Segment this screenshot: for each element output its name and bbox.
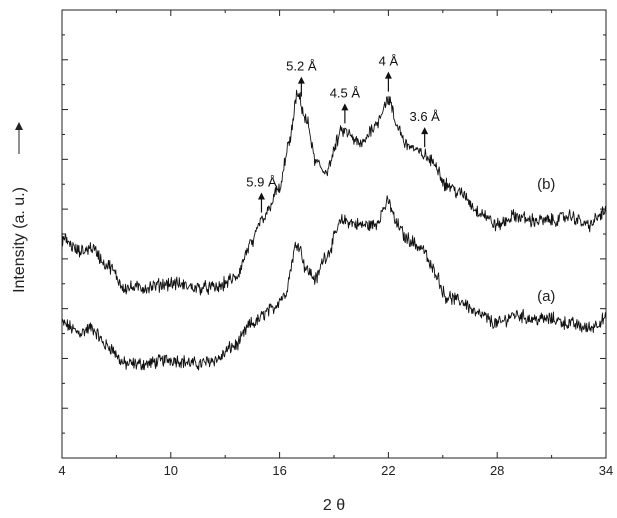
annotation-arrow-head xyxy=(297,76,305,84)
x-tick-label: 28 xyxy=(490,463,504,478)
annotation-arrow-head xyxy=(341,103,349,111)
x-tick-label: 16 xyxy=(272,463,286,478)
x-tick-label: 10 xyxy=(164,463,178,478)
annotation-arrow-head xyxy=(421,127,429,135)
x-axis-title: 2 θ xyxy=(323,497,345,514)
annotation-label: 5.9 Å xyxy=(246,175,277,190)
series-line-b xyxy=(61,89,607,296)
series-label-a: (a) xyxy=(537,288,555,305)
annotation-label: 5.2 Å xyxy=(286,59,317,74)
y-axis-arrow-head xyxy=(15,122,23,130)
y-axis-title: Intensity (a. u.) xyxy=(11,187,28,293)
annotation-label: 4.5 Å xyxy=(330,85,361,100)
plot-frame xyxy=(61,9,607,459)
x-tick-label: 34 xyxy=(599,463,613,478)
x-tick-labels: 4 10 16 22 28 34 xyxy=(58,463,613,478)
x-tick-label: 4 xyxy=(58,463,65,478)
x-tick-label: 22 xyxy=(381,463,395,478)
annotation-label: 4 Å xyxy=(379,54,399,69)
series-label-b: (b) xyxy=(537,176,555,193)
annotation-arrow-head xyxy=(257,192,265,200)
annotation-arrow-head xyxy=(384,71,392,79)
series-line-a xyxy=(61,195,607,371)
y-axis-title-group: Intensity (a. u.) xyxy=(11,122,28,293)
annotation-label: 3.6 Å xyxy=(409,109,440,124)
series-layer xyxy=(61,89,607,371)
annotations-layer: 5.9 Å 5.2 Å 4.5 Å 4 Å 3.6 Å xyxy=(246,54,440,213)
curve-labels: (a) (b) xyxy=(537,176,555,305)
axis-ticks xyxy=(61,10,607,458)
